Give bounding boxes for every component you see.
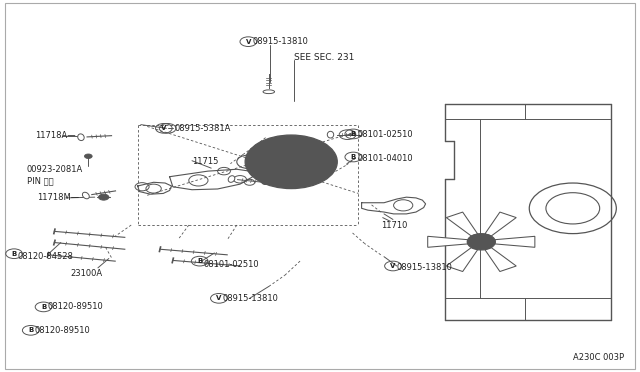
Text: 08915-13810: 08915-13810 (397, 263, 452, 272)
Text: 08120-84528: 08120-84528 (18, 252, 74, 261)
Polygon shape (495, 236, 535, 247)
Text: 08101-02510: 08101-02510 (204, 260, 259, 269)
Circle shape (84, 154, 92, 158)
Ellipse shape (77, 134, 84, 141)
Text: 11715: 11715 (192, 157, 218, 166)
Polygon shape (428, 236, 468, 247)
Text: B: B (28, 327, 33, 333)
Text: V: V (390, 263, 396, 269)
Circle shape (262, 180, 269, 185)
Text: B: B (351, 154, 356, 160)
Text: 08120-89510: 08120-89510 (47, 302, 103, 311)
Ellipse shape (327, 131, 333, 138)
Text: 08101-02510: 08101-02510 (357, 130, 413, 139)
Text: B: B (351, 131, 356, 137)
Text: 08101-04010: 08101-04010 (357, 154, 413, 163)
Text: 11718A—: 11718A— (35, 131, 76, 140)
Text: PIN ピン: PIN ピン (27, 176, 54, 185)
Ellipse shape (263, 90, 275, 94)
Text: A230C 003P: A230C 003P (573, 353, 624, 362)
Text: 08915-13810: 08915-13810 (223, 294, 278, 303)
Ellipse shape (83, 192, 89, 199)
Text: 23100A: 23100A (70, 269, 102, 278)
Text: B: B (197, 258, 202, 264)
Text: 11718M—: 11718M— (37, 193, 79, 202)
Text: SEE SEC. 231: SEE SEC. 231 (294, 53, 355, 62)
Text: 00923-2081A: 00923-2081A (27, 165, 83, 174)
Polygon shape (485, 212, 516, 236)
Text: B: B (12, 251, 17, 257)
Polygon shape (446, 248, 477, 272)
Circle shape (99, 194, 109, 200)
Text: V: V (161, 125, 166, 131)
Polygon shape (446, 212, 477, 236)
Circle shape (475, 238, 488, 246)
Text: 08120-89510: 08120-89510 (35, 326, 90, 335)
Circle shape (245, 135, 337, 189)
Text: 08915-13810: 08915-13810 (252, 37, 308, 46)
Ellipse shape (228, 176, 235, 182)
Text: 08915-5381A: 08915-5381A (174, 124, 230, 133)
Text: 11710: 11710 (381, 221, 407, 230)
Circle shape (467, 234, 495, 250)
Text: V: V (246, 39, 251, 45)
Polygon shape (485, 248, 516, 272)
Text: B: B (41, 304, 46, 310)
Text: V: V (216, 295, 221, 301)
